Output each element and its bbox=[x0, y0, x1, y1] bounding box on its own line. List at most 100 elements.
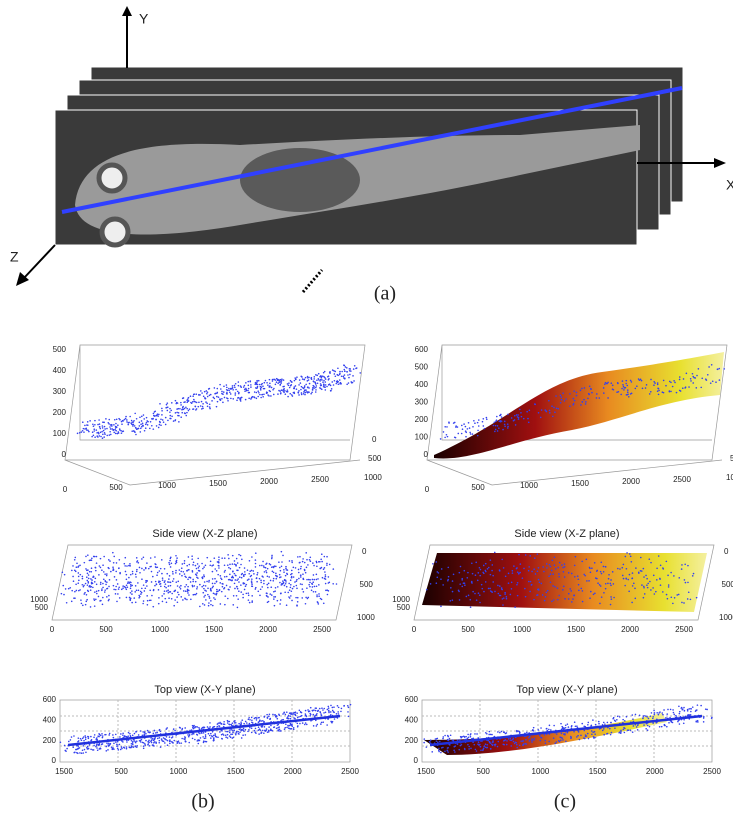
scatter-texture bbox=[289, 586, 292, 589]
scatter-texture bbox=[175, 572, 177, 574]
scatter-texture bbox=[101, 430, 103, 433]
scatter-texture bbox=[90, 570, 93, 573]
scatter-texture bbox=[156, 574, 158, 577]
scatter-texture bbox=[695, 596, 698, 599]
scatter-texture bbox=[93, 599, 96, 602]
scatter-texture bbox=[652, 587, 654, 589]
scatter-texture bbox=[648, 558, 651, 560]
scatter-texture bbox=[716, 368, 719, 370]
scatter-texture bbox=[80, 599, 82, 601]
scatter-texture bbox=[141, 578, 143, 581]
scatter-texture bbox=[308, 376, 310, 379]
scatter-texture bbox=[201, 602, 204, 605]
scatter-texture bbox=[112, 569, 114, 572]
scatter-texture bbox=[289, 717, 292, 720]
scatter-texture bbox=[180, 570, 183, 573]
scatter-texture bbox=[99, 747, 102, 750]
scatter-texture bbox=[290, 569, 293, 572]
scatter-texture bbox=[117, 432, 120, 434]
scatter-texture bbox=[544, 409, 547, 411]
scatter-texture bbox=[104, 580, 107, 582]
scatter-texture bbox=[184, 727, 186, 729]
scatter-texture bbox=[293, 711, 295, 714]
scatter-texture bbox=[160, 738, 163, 740]
scatter-texture bbox=[350, 381, 353, 383]
scatter-texture bbox=[466, 737, 469, 740]
scatter-texture bbox=[296, 587, 298, 590]
scatter-texture bbox=[235, 564, 237, 567]
tick-label: 2500 bbox=[673, 475, 691, 484]
scatter-texture bbox=[341, 370, 343, 373]
scatter-texture bbox=[113, 742, 115, 745]
scatter-texture bbox=[324, 571, 326, 573]
scatter-texture bbox=[255, 586, 257, 589]
scatter-texture bbox=[612, 583, 615, 585]
scatter-texture bbox=[648, 725, 651, 728]
scatter-texture bbox=[483, 590, 485, 593]
scatter-texture bbox=[520, 411, 522, 414]
scatter-texture bbox=[174, 590, 176, 592]
scatter-texture bbox=[209, 560, 212, 563]
scatter-texture bbox=[122, 587, 124, 589]
scatter-texture bbox=[209, 732, 212, 735]
scatter-texture bbox=[165, 586, 167, 589]
tick-label: 400 bbox=[415, 380, 429, 389]
scatter-texture bbox=[296, 605, 298, 607]
scatter-texture bbox=[116, 583, 119, 585]
scatter-texture bbox=[580, 404, 582, 406]
scatter-texture bbox=[103, 421, 105, 424]
scatter-texture bbox=[98, 419, 100, 421]
scatter-texture bbox=[147, 567, 150, 570]
scatter-texture bbox=[95, 429, 98, 431]
scatter-texture bbox=[241, 572, 244, 575]
scatter-texture bbox=[484, 569, 487, 572]
scatter-texture bbox=[163, 581, 166, 584]
scatter-texture bbox=[179, 587, 182, 590]
scatter-texture bbox=[280, 392, 282, 394]
scatter-texture bbox=[311, 391, 313, 394]
scatter-texture bbox=[546, 589, 549, 592]
scatter-texture bbox=[643, 586, 645, 589]
scatter-texture bbox=[115, 741, 117, 743]
scatter-texture bbox=[563, 576, 566, 578]
scatter-texture bbox=[192, 732, 195, 735]
scatter-texture bbox=[116, 743, 118, 746]
scatter-texture bbox=[516, 594, 519, 597]
scatter-texture bbox=[534, 573, 537, 575]
tick-label: 500 bbox=[99, 625, 113, 634]
scatter-texture bbox=[156, 571, 159, 574]
scatter-texture bbox=[234, 587, 236, 590]
scatter-texture bbox=[126, 565, 128, 567]
scatter-texture bbox=[187, 398, 189, 400]
scatter-texture bbox=[125, 747, 128, 750]
scatter-texture bbox=[160, 585, 162, 588]
scatter-texture bbox=[440, 605, 442, 608]
scatter-texture bbox=[226, 737, 229, 739]
scatter-texture bbox=[447, 746, 449, 749]
scatter-texture bbox=[257, 729, 260, 731]
scatter-texture bbox=[244, 398, 247, 401]
scatter-texture bbox=[159, 582, 162, 585]
scatter-texture bbox=[548, 409, 551, 412]
scatter-texture bbox=[573, 399, 576, 402]
scatter-texture bbox=[563, 563, 566, 565]
scatter-texture bbox=[643, 724, 645, 726]
scatter-texture bbox=[670, 571, 672, 574]
scatter-texture bbox=[269, 382, 271, 385]
scatter-texture bbox=[622, 718, 624, 721]
scatter-texture bbox=[117, 588, 120, 590]
scatter-texture bbox=[451, 580, 454, 582]
scatter-texture bbox=[478, 594, 481, 596]
scatter-texture bbox=[93, 430, 96, 432]
scatter-texture bbox=[77, 565, 80, 567]
scatter-texture bbox=[258, 716, 260, 719]
scatter-texture bbox=[142, 745, 145, 747]
tick-label: 100 bbox=[53, 429, 67, 438]
scatter-texture bbox=[269, 717, 272, 720]
scatter-texture bbox=[540, 727, 542, 729]
scatter-texture bbox=[144, 423, 147, 426]
scatter-texture bbox=[524, 587, 526, 590]
scatter-texture bbox=[497, 592, 500, 595]
tick-label: 500 bbox=[471, 483, 485, 492]
scatter-texture bbox=[575, 394, 578, 397]
